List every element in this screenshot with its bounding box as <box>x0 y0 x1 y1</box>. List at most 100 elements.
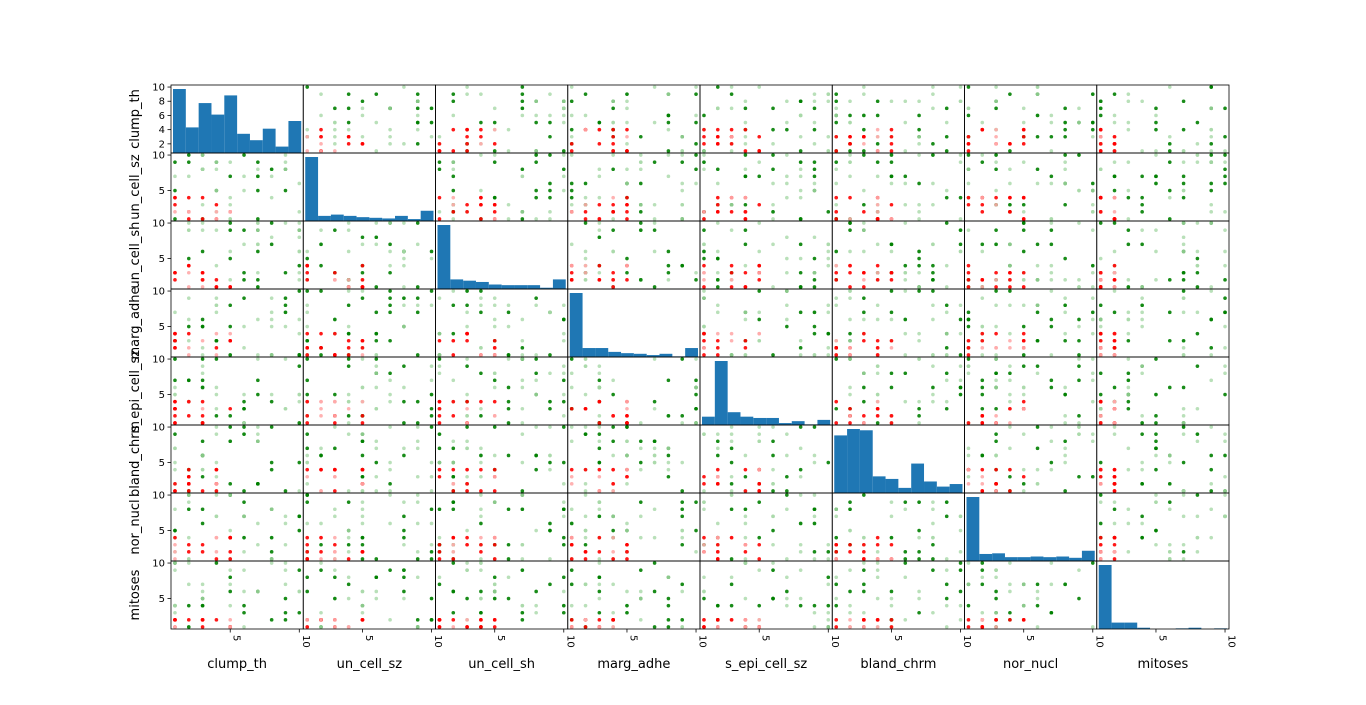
point-class-a <box>1112 557 1117 561</box>
point-class-b <box>903 289 908 293</box>
point-class-b <box>561 603 566 608</box>
point-class-a <box>451 535 456 540</box>
point-class-b <box>1223 106 1227 111</box>
point-class-b <box>597 385 602 390</box>
point-class-a <box>848 346 852 350</box>
point-class-a <box>743 467 748 472</box>
point-class-b <box>862 221 866 225</box>
point-class-a <box>1112 263 1117 268</box>
hist-bar <box>966 497 980 561</box>
point-class-b <box>889 99 894 104</box>
hist-bar <box>791 421 805 425</box>
point-class-a <box>186 353 191 357</box>
point-class-b <box>771 142 775 146</box>
point-class-b <box>583 278 588 282</box>
point-class-b <box>1035 113 1040 118</box>
point-class-b <box>1181 99 1186 104</box>
point-class-a <box>625 399 629 404</box>
point-class-b <box>848 589 852 594</box>
x-tick-label: 10 <box>829 635 840 648</box>
point-class-b <box>994 324 998 329</box>
point-class-a <box>834 217 839 221</box>
point-class-b <box>1167 507 1172 512</box>
point-class-a <box>200 195 205 200</box>
point-class-b <box>966 228 971 232</box>
point-class-b <box>1209 285 1214 289</box>
point-class-b <box>186 256 191 261</box>
point-class-a <box>966 618 971 622</box>
point-class-b <box>889 153 894 157</box>
point-class-b <box>415 142 420 146</box>
point-class-b <box>360 589 365 594</box>
point-class-b <box>694 357 698 361</box>
point-class-b <box>569 603 574 608</box>
point-class-b <box>388 568 392 572</box>
point-class-b <box>785 489 789 493</box>
point-class-b <box>903 550 908 554</box>
point-class-b <box>269 174 274 179</box>
point-class-b <box>214 432 219 436</box>
point-class-b <box>917 550 921 554</box>
point-class-b <box>415 120 420 125</box>
point-class-b <box>297 228 302 232</box>
point-class-a <box>994 195 998 200</box>
point-class-b <box>1126 99 1131 104</box>
point-class-b <box>200 153 205 157</box>
point-class-a <box>305 542 310 547</box>
point-class-b <box>548 453 552 458</box>
point-class-b <box>1126 331 1131 336</box>
point-class-b <box>994 85 998 89</box>
cell-un_cell_sz-vs-mitoses <box>1096 152 1230 222</box>
point-class-a <box>729 331 734 336</box>
point-class-b <box>242 153 246 157</box>
point-class-a <box>848 142 852 146</box>
point-class-b <box>479 557 483 561</box>
point-class-b <box>680 589 685 594</box>
point-class-b <box>994 303 998 308</box>
point-class-b <box>771 217 775 221</box>
point-class-b <box>812 174 817 179</box>
point-class-a <box>228 331 233 336</box>
point-class-b <box>333 228 337 232</box>
point-class-b <box>429 618 434 622</box>
point-class-b <box>451 474 456 479</box>
point-class-b <box>1063 331 1067 336</box>
point-class-a <box>333 618 337 622</box>
point-class-b <box>666 149 671 153</box>
point-class-b <box>903 317 908 322</box>
point-class-b <box>903 278 908 282</box>
point-class-b <box>743 153 748 157</box>
point-class-b <box>1154 106 1158 111</box>
point-class-b <box>1154 228 1158 232</box>
point-class-b <box>256 392 260 397</box>
point-class-b <box>729 582 734 587</box>
point-class-a <box>569 142 574 146</box>
hist-bar <box>1004 557 1018 561</box>
cell-nor_nucl-vs-mitoses <box>1096 492 1230 562</box>
hist-bar <box>463 280 476 289</box>
point-class-b <box>548 406 552 411</box>
point-class-b <box>848 392 852 397</box>
point-class-a <box>980 210 985 214</box>
point-class-a <box>333 542 337 547</box>
point-class-a <box>583 202 588 207</box>
cell-frame <box>831 152 965 222</box>
point-class-b <box>1035 364 1040 368</box>
cell-nor_nucl-vs-clump_th <box>170 492 304 562</box>
point-class-b <box>1063 446 1067 451</box>
point-class-a <box>1008 406 1012 411</box>
point-class-b <box>931 500 935 504</box>
point-class-b <box>834 357 839 361</box>
point-class-b <box>465 85 469 89</box>
y-axis-label-un_cell_sz: un_cell_sz <box>128 154 143 220</box>
point-class-b <box>186 493 191 497</box>
cell-un_cell_sh-vs-clump_th <box>170 220 304 290</box>
point-class-a <box>966 353 971 357</box>
point-class-a <box>702 134 706 139</box>
point-class-b <box>360 500 365 504</box>
point-class-a <box>319 346 323 350</box>
point-class-b <box>200 346 205 350</box>
point-class-b <box>492 425 497 429</box>
point-class-a <box>437 550 442 554</box>
point-class-a <box>889 542 894 547</box>
